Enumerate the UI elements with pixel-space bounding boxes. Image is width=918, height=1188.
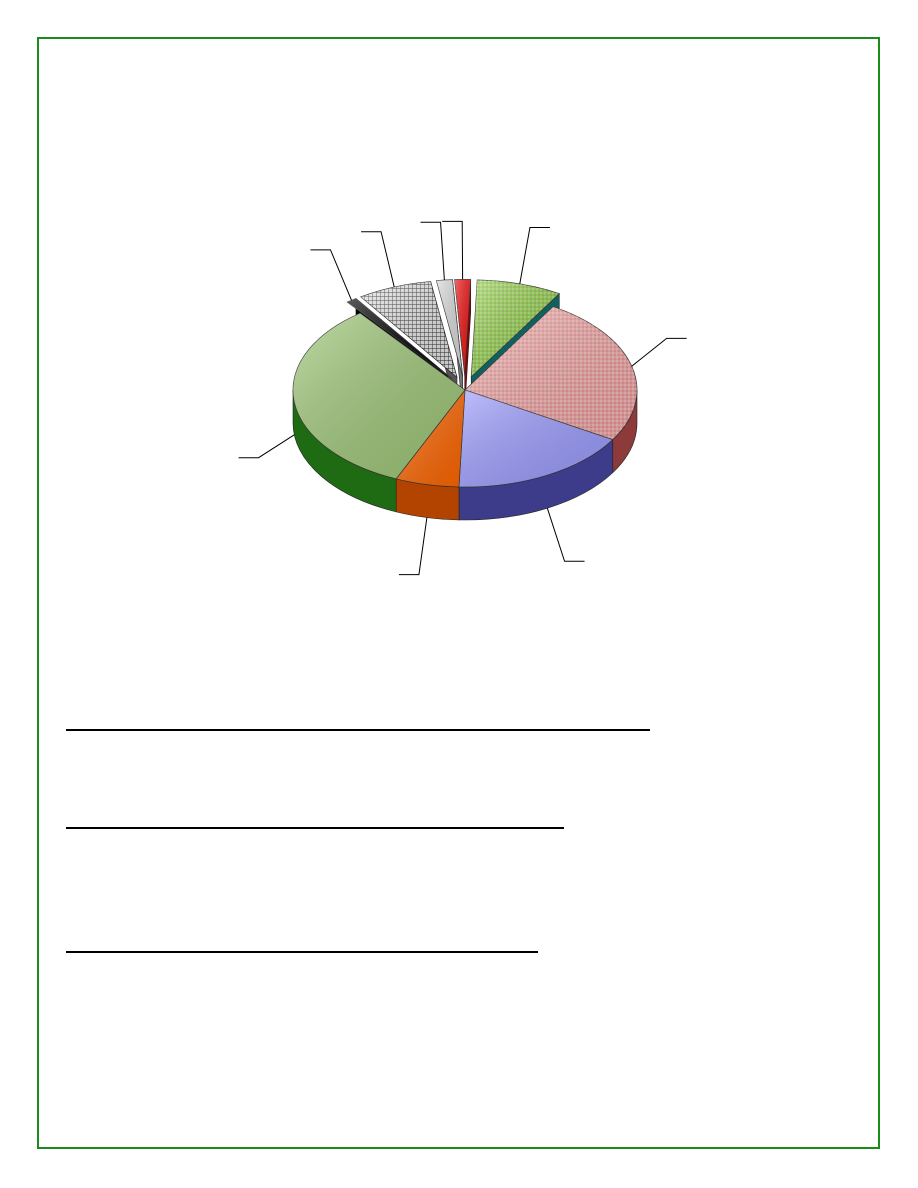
pie-slice-shade-9: [454, 279, 471, 377]
answer-line-3: [66, 951, 538, 953]
leader-line-5: [238, 434, 295, 459]
pie-slice-shade-8: [436, 279, 463, 377]
leader-line-2: [631, 337, 687, 367]
answer-line-1: [66, 729, 650, 731]
leader-line-8: [420, 221, 445, 281]
pie-slice-shade-7: [360, 281, 457, 378]
pie-slice-shade-2: [465, 306, 637, 440]
pie-slice-shade-5: [292, 313, 465, 479]
leader-line-9: [442, 220, 464, 280]
pie-slice-shade-4: [396, 390, 465, 487]
leader-line-1: [519, 226, 550, 284]
pie-slice-shade-1: [471, 279, 560, 377]
leader-line-7: [361, 231, 395, 288]
pie-slice-shade-6: [347, 298, 453, 379]
pie-slice-shade-3: [458, 390, 613, 487]
leader-line-3: [546, 508, 585, 562]
page-border: [37, 37, 880, 1149]
leader-line-4: [398, 517, 428, 576]
answer-line-2: [66, 827, 564, 829]
leader-line-6: [310, 249, 352, 301]
